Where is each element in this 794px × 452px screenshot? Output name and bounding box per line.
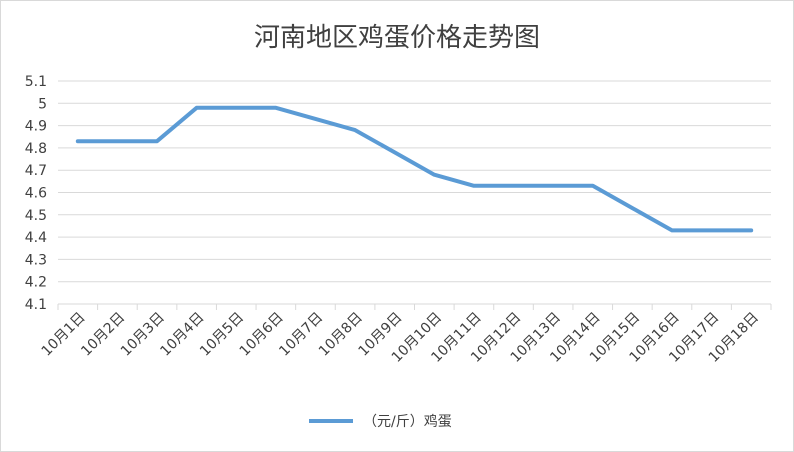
series-lines — [75, 105, 754, 233]
y-tick-label: 5.1 — [25, 74, 47, 90]
y-tick-label: 4.5 — [25, 208, 47, 224]
x-axis — [57, 303, 772, 310]
series-line — [75, 105, 754, 233]
legend-label: （元/斤）鸡蛋 — [363, 413, 452, 430]
chart-title: 河南地区鸡蛋价格走势图 — [254, 23, 540, 53]
y-tick-label: 5 — [38, 96, 47, 112]
y-tick-label: 4.2 — [25, 275, 47, 291]
y-tick-label: 4.7 — [25, 163, 47, 179]
x-axis-ticks: 10月1日10月2日10月3日10月4日10月5日10月6日10月7日10月8日… — [39, 310, 762, 366]
y-tick-label: 4.8 — [25, 141, 47, 157]
y-tick-label: 4.6 — [25, 186, 47, 202]
grid-lines — [58, 80, 771, 283]
y-tick-label: 4.1 — [25, 297, 47, 313]
y-tick-label: 4.3 — [25, 252, 47, 268]
y-axis-ticks: 4.1 4.2 4.3 4.4 4.5 4.6 4.7 4.8 4.9 5 5.1 — [25, 74, 47, 313]
y-tick-label: 4.4 — [25, 230, 47, 246]
y-tick-label: 4.9 — [25, 119, 47, 135]
legend: （元/斤）鸡蛋 — [309, 413, 452, 430]
